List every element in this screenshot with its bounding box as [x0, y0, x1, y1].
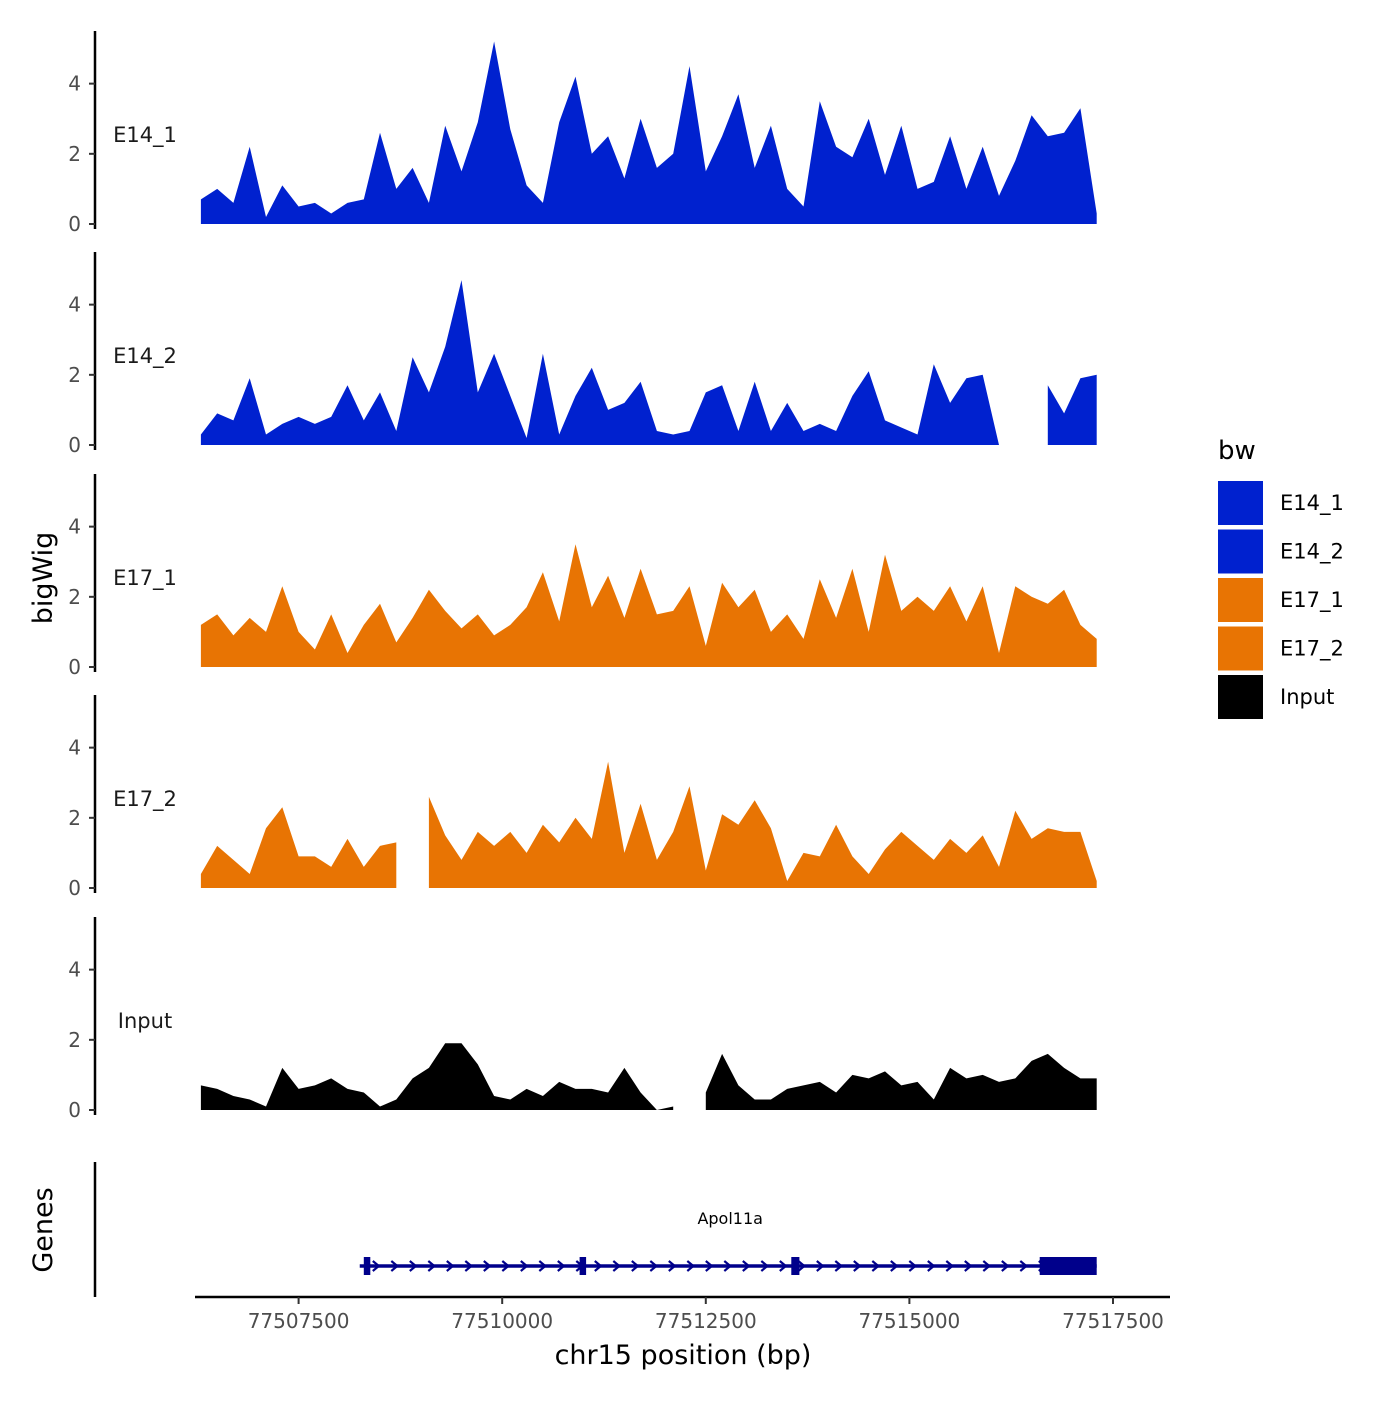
legend-label-e17-1: E17_1 [1280, 588, 1344, 613]
x-tick-label: 77515000 [858, 1309, 960, 1333]
track-e14-2-y-tick-label: 4 [68, 293, 81, 317]
gene-exon [791, 1257, 799, 1275]
track-label-e17-1: E17_1 [113, 566, 177, 591]
legend-title: bw [1218, 436, 1256, 466]
track-input-y-tick-label: 0 [68, 1098, 81, 1122]
track-label-input: Input [118, 1009, 172, 1033]
gene-exon [580, 1257, 587, 1275]
gene-name-label: Apol11a [697, 1209, 763, 1228]
track-label-e14-2: E14_2 [113, 344, 177, 369]
gene-exon [1040, 1257, 1097, 1275]
legend-label-input: Input [1280, 685, 1334, 709]
y-axis-title: bigWig [28, 532, 59, 625]
track-e17-2-y-tick-label: 0 [68, 876, 81, 900]
x-tick-label: 77512500 [655, 1309, 757, 1333]
track-e14-1-y-tick-label: 4 [68, 72, 81, 96]
legend-swatch-e14-2 [1218, 530, 1263, 574]
legend-swatch-e17-1 [1218, 578, 1263, 622]
track-e17-1-y-tick-label: 0 [68, 655, 81, 679]
x-tick-label: 77507500 [248, 1309, 350, 1333]
track-e17-1-y-tick-label: 2 [68, 585, 81, 609]
legend-label-e14-2: E14_2 [1280, 540, 1344, 565]
legend-swatch-input [1218, 675, 1263, 719]
track-e14-2-y-tick-label: 2 [68, 363, 81, 387]
track-e14-1-y-tick-label: 0 [68, 212, 81, 236]
track-label-e14-1: E14_1 [113, 123, 177, 148]
track-e17-2-y-tick-label: 2 [68, 806, 81, 830]
track-e14-1-y-tick-label: 2 [68, 142, 81, 166]
x-tick-label: 77517500 [1062, 1309, 1164, 1333]
track-label-e17-2: E17_2 [113, 787, 177, 812]
x-axis-title: chr15 position (bp) [555, 1340, 812, 1371]
track-e17-2-y-tick-label: 4 [68, 736, 81, 760]
legend-swatch-e17-2 [1218, 627, 1263, 671]
legend-label-e17-2: E17_2 [1280, 637, 1344, 662]
genes-axis-title: Genes [28, 1187, 59, 1272]
track-input-y-tick-label: 2 [68, 1028, 81, 1052]
legend-swatch-e14-1 [1218, 481, 1263, 525]
track-e14-2-y-tick-label: 0 [68, 433, 81, 457]
x-tick-label: 77510000 [451, 1309, 553, 1333]
gene-exon [364, 1257, 371, 1275]
legend-label-e14-1: E14_1 [1280, 491, 1344, 516]
track-e17-1-y-tick-label: 4 [68, 515, 81, 539]
track-input-y-tick-label: 4 [68, 958, 81, 982]
